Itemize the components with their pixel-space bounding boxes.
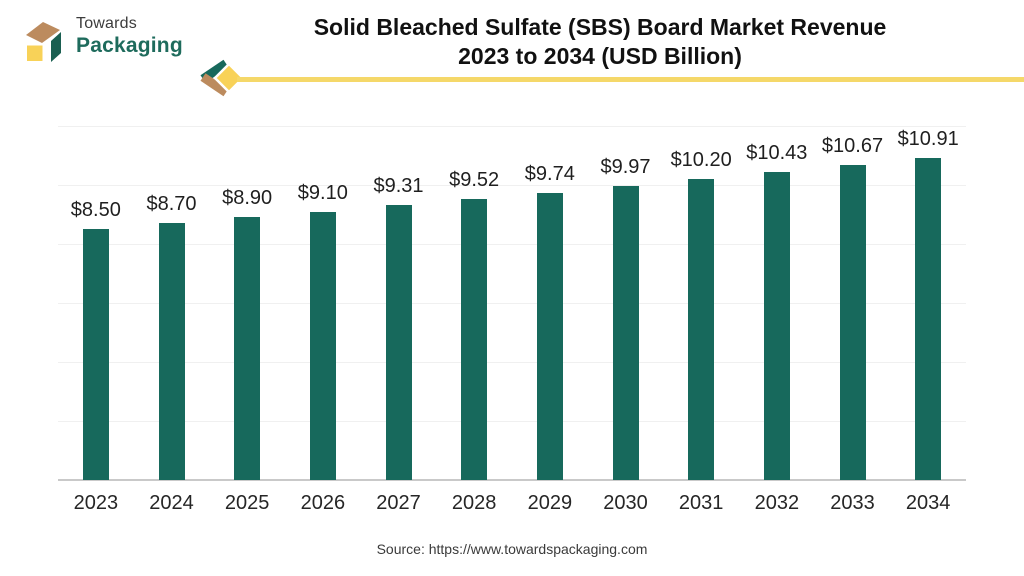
brand-towards-text: Towards [76, 15, 137, 32]
brand-packaging-text: Packaging [76, 34, 183, 57]
bar-value-label-2030: $9.97 [600, 155, 651, 178]
gridline-2 [58, 421, 966, 422]
page-title-line1: Solid Bleached Sulfate (SBS) Board Marke… [313, 14, 887, 40]
bar-value-label-2025: $8.90 [222, 187, 273, 210]
bar-2029 [536, 192, 563, 480]
x-axis-label-2023: 2023 [73, 492, 119, 514]
gridline-10 [58, 185, 966, 186]
bar-2031 [688, 179, 715, 480]
x-axis-label-2029: 2029 [527, 492, 573, 514]
page-title: Solid Bleached Sulfate (SBS) Board Marke… [176, 13, 1024, 71]
gridline-12 [58, 126, 966, 127]
brand-wordmark: Towards Packaging [76, 15, 183, 57]
x-axis-label-2026: 2026 [300, 492, 346, 514]
gridline-6 [58, 303, 966, 304]
x-axis-label-2033: 2033 [830, 492, 875, 514]
page-title-line2: 2023 to 2034 (USD Billion) [458, 43, 742, 69]
bar-2027 [385, 205, 412, 480]
bar-value-label-2032: $10.43 [746, 142, 808, 165]
bar-2034 [915, 158, 942, 480]
bar-value-label-2029: $9.74 [524, 162, 575, 185]
bar-2024 [158, 223, 185, 480]
bar-2033 [839, 165, 866, 480]
title-underline [237, 77, 1024, 82]
bar-value-label-2024: $8.70 [146, 193, 197, 216]
bar-value-label-2023: $8.50 [70, 199, 121, 222]
bar-2023 [82, 229, 109, 480]
bar-value-label-2026: $9.10 [297, 181, 348, 204]
bar-value-label-2027: $9.31 [373, 175, 424, 198]
x-axis-label-2034: 2034 [905, 492, 951, 514]
bar-2028 [461, 199, 488, 480]
bar-2032 [763, 172, 790, 480]
x-axis-label-2031: 2031 [678, 492, 724, 514]
x-axis-line [58, 479, 966, 481]
bar-value-label-2031: $10.20 [670, 149, 732, 172]
bar-2026 [309, 211, 336, 480]
bar-value-label-2028: $9.52 [449, 169, 500, 192]
x-axis-label-2025: 2025 [224, 492, 270, 514]
x-axis-label-2030: 2030 [603, 492, 648, 514]
gridline-8 [58, 244, 966, 245]
divider-diamond-icon [200, 59, 245, 97]
x-axis-label-2028: 2028 [451, 492, 497, 514]
packaging-cube-icon [26, 22, 61, 62]
gridline-4 [58, 362, 966, 363]
bar-2030 [612, 185, 639, 480]
source-line: Source: https://www.towardspackaging.com [0, 541, 1024, 557]
bar-2025 [234, 217, 261, 480]
brand-logo: Towards Packaging [24, 6, 183, 64]
bar-value-label-2034: $10.91 [897, 128, 959, 151]
x-axis-label-2027: 2027 [376, 492, 421, 514]
x-axis-label-2032: 2032 [754, 492, 800, 514]
source-text: Source: https://www.towardspackaging.com [376, 541, 648, 557]
x-axis-label-2024: 2024 [149, 492, 194, 514]
bar-value-label-2033: $10.67 [821, 135, 884, 158]
